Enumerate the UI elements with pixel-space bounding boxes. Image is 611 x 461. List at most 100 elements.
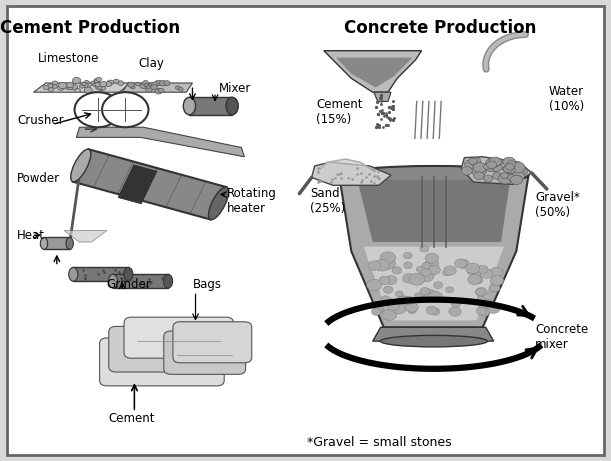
Circle shape: [102, 92, 148, 127]
Circle shape: [155, 80, 162, 86]
Circle shape: [90, 81, 95, 84]
Circle shape: [420, 245, 429, 252]
Ellipse shape: [68, 267, 78, 281]
Circle shape: [428, 265, 441, 274]
Circle shape: [145, 84, 151, 89]
Circle shape: [381, 296, 390, 302]
Circle shape: [159, 81, 167, 86]
Circle shape: [474, 172, 485, 180]
Text: Cement: Cement: [108, 412, 155, 425]
Circle shape: [379, 276, 390, 285]
Circle shape: [393, 304, 406, 314]
Circle shape: [88, 83, 92, 86]
Circle shape: [53, 81, 57, 85]
Circle shape: [506, 173, 513, 179]
Circle shape: [64, 83, 72, 89]
Circle shape: [474, 169, 483, 176]
Circle shape: [487, 161, 497, 169]
Circle shape: [480, 308, 490, 316]
Circle shape: [100, 82, 107, 87]
Circle shape: [477, 307, 486, 315]
Text: *Gravel = small stones: *Gravel = small stones: [307, 436, 451, 449]
Ellipse shape: [164, 274, 173, 288]
Circle shape: [385, 276, 397, 284]
Circle shape: [386, 301, 399, 311]
Circle shape: [144, 83, 148, 87]
Ellipse shape: [208, 187, 229, 219]
Circle shape: [466, 263, 480, 273]
Circle shape: [84, 87, 92, 93]
Circle shape: [422, 262, 431, 269]
Circle shape: [403, 274, 415, 283]
Circle shape: [445, 287, 454, 293]
Circle shape: [403, 252, 412, 259]
FancyBboxPatch shape: [100, 338, 224, 386]
Ellipse shape: [339, 166, 529, 184]
Polygon shape: [122, 83, 192, 92]
Polygon shape: [357, 180, 510, 242]
Text: Cement Production: Cement Production: [1, 18, 180, 37]
Circle shape: [59, 82, 67, 89]
Circle shape: [472, 271, 482, 278]
Circle shape: [164, 81, 170, 85]
Circle shape: [477, 296, 485, 301]
Circle shape: [397, 296, 408, 306]
Polygon shape: [312, 162, 391, 185]
Circle shape: [178, 88, 183, 91]
Circle shape: [395, 291, 403, 297]
Circle shape: [472, 166, 483, 175]
Text: Sand
(25%): Sand (25%): [310, 187, 346, 214]
Circle shape: [404, 297, 413, 305]
Circle shape: [444, 266, 456, 275]
Circle shape: [468, 274, 481, 284]
Circle shape: [158, 89, 164, 93]
Circle shape: [500, 172, 508, 178]
Circle shape: [67, 85, 73, 90]
Circle shape: [81, 82, 85, 85]
Ellipse shape: [66, 237, 73, 249]
Circle shape: [128, 82, 134, 87]
Circle shape: [464, 160, 476, 168]
Polygon shape: [374, 92, 391, 101]
Circle shape: [94, 80, 98, 83]
Circle shape: [486, 159, 499, 168]
Circle shape: [426, 306, 437, 314]
Ellipse shape: [380, 336, 488, 347]
Circle shape: [452, 300, 461, 307]
Circle shape: [84, 81, 89, 85]
Text: Powder: Powder: [17, 172, 60, 185]
Polygon shape: [324, 51, 422, 92]
Circle shape: [371, 283, 381, 290]
Circle shape: [371, 308, 381, 315]
Circle shape: [75, 92, 121, 127]
Circle shape: [142, 81, 148, 85]
Text: Heat: Heat: [17, 229, 45, 242]
Text: Grinder: Grinder: [106, 278, 151, 291]
Circle shape: [131, 86, 135, 89]
Circle shape: [414, 293, 423, 299]
Circle shape: [491, 163, 502, 171]
Circle shape: [94, 78, 100, 83]
Circle shape: [475, 167, 482, 172]
Circle shape: [425, 253, 439, 263]
Circle shape: [409, 273, 425, 285]
FancyBboxPatch shape: [7, 6, 604, 455]
Circle shape: [164, 81, 170, 86]
Circle shape: [479, 302, 491, 312]
Circle shape: [48, 88, 54, 92]
Circle shape: [455, 259, 466, 268]
Circle shape: [383, 286, 393, 293]
Circle shape: [380, 252, 396, 263]
Polygon shape: [339, 175, 529, 327]
Circle shape: [367, 279, 382, 290]
Circle shape: [477, 168, 486, 175]
Circle shape: [398, 296, 409, 304]
Circle shape: [105, 82, 112, 87]
Circle shape: [420, 288, 430, 295]
Circle shape: [428, 291, 442, 302]
Polygon shape: [76, 127, 244, 157]
Circle shape: [511, 171, 525, 181]
Circle shape: [57, 85, 64, 90]
Circle shape: [95, 83, 101, 87]
Circle shape: [99, 88, 104, 91]
